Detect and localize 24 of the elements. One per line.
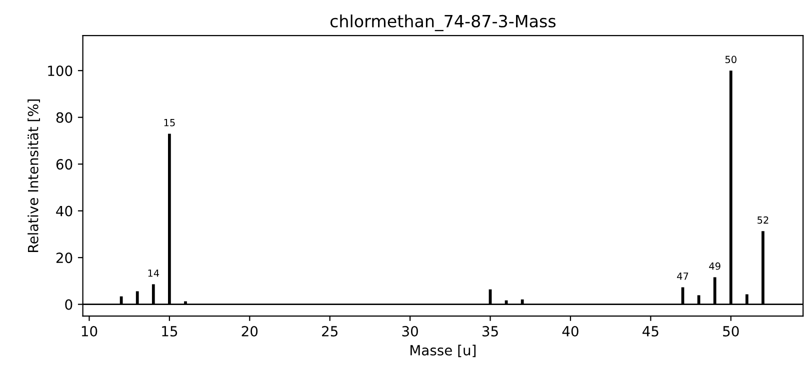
annotation: 14: [148, 270, 160, 277]
x-tick-label: 45: [642, 326, 658, 337]
x-tick-label: 30: [402, 326, 418, 337]
annotation: 52: [758, 216, 768, 224]
y-tick-label: 80: [56, 112, 72, 123]
annotation: 50: [725, 56, 736, 64]
y-tick-label: 100: [48, 66, 72, 76]
y-tick-label: 60: [56, 159, 72, 170]
x-axis-title: Masse [u]: [410, 344, 476, 358]
x-tick-label: 50: [723, 326, 739, 337]
x-tick-label: 10: [82, 326, 98, 337]
y-tick-label: 20: [56, 252, 72, 264]
y-axis-title: Relative Intensität [%]: [28, 99, 40, 252]
x-tick-label: 40: [562, 326, 578, 337]
y-tick-label: 0: [65, 299, 72, 310]
chart-title: chlormethan_74-87-3-Mass: [330, 14, 556, 32]
annotation: 49: [709, 262, 720, 270]
annotation: 15: [164, 119, 175, 126]
x-tick-label: 25: [322, 326, 338, 337]
annotation: 47: [677, 272, 688, 280]
x-tick-label: 35: [482, 326, 498, 337]
x-tick-label: 15: [162, 326, 178, 337]
y-tick-label: 40: [56, 206, 72, 216]
x-tick-label: 20: [242, 326, 258, 337]
